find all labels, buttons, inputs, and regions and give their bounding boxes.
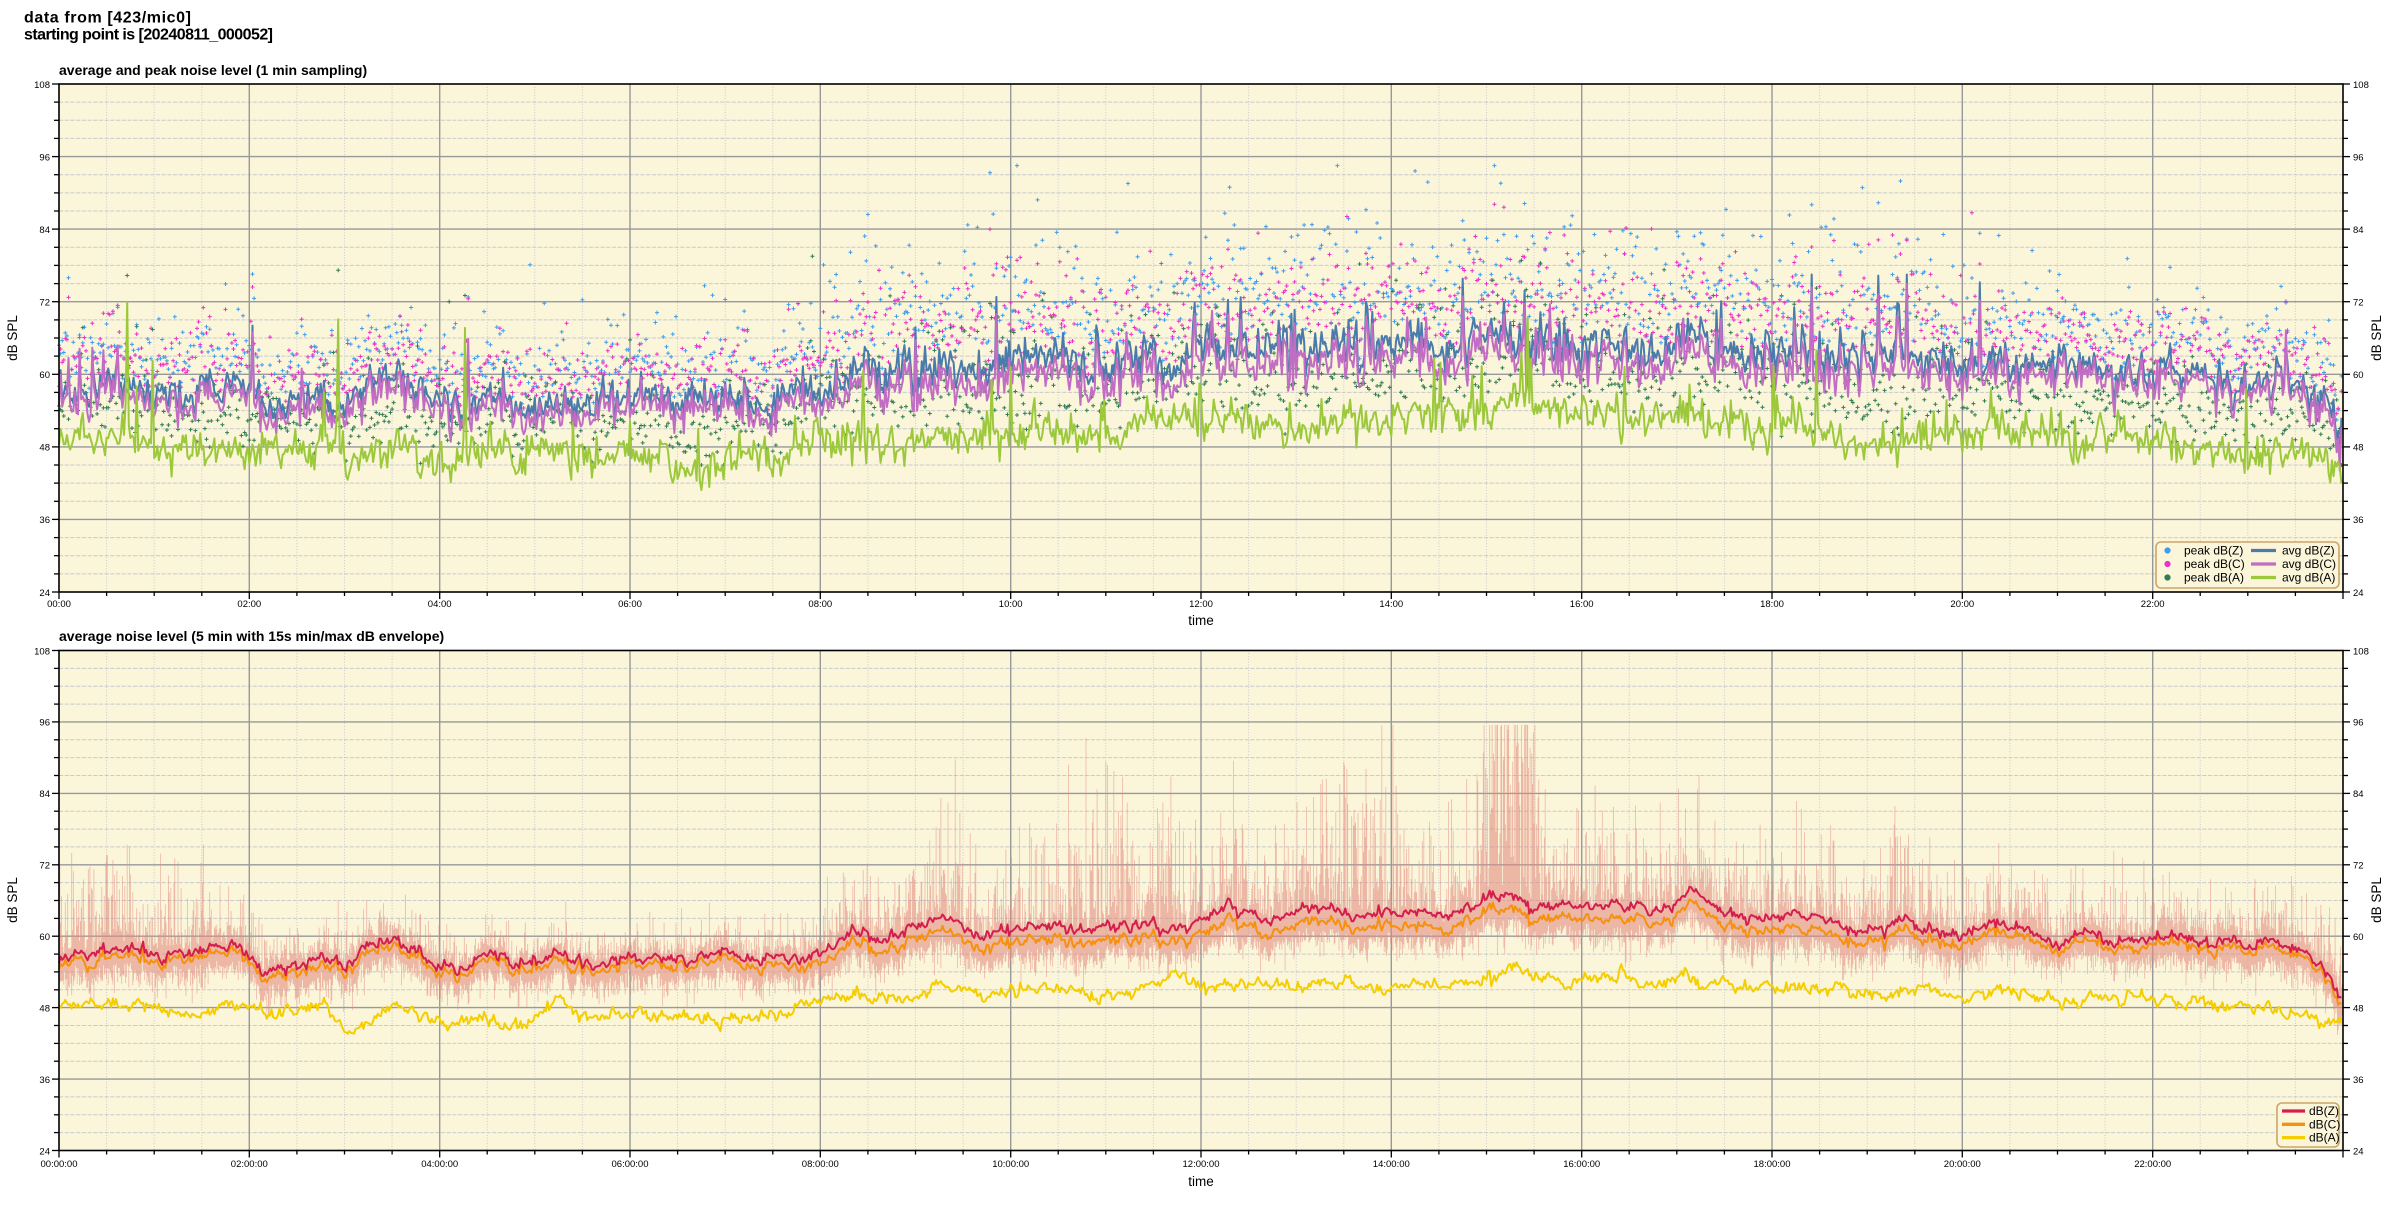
svg-text:starting point is [20240811_00: starting point is [20240811_000052] [24,27,273,44]
svg-text:04:00:00: 04:00:00 [421,1159,458,1170]
svg-text:00:00: 00:00 [47,599,71,610]
svg-text:dB SPL: dB SPL [2369,315,2384,361]
svg-text:02:00: 02:00 [237,599,261,610]
svg-text:24: 24 [39,588,50,599]
svg-text:dB SPL: dB SPL [5,315,20,361]
svg-text:36: 36 [39,515,50,526]
svg-text:peak dB(Z): peak dB(Z) [2184,544,2243,558]
svg-text:24: 24 [2353,588,2364,599]
svg-text:time: time [1188,1174,1214,1189]
svg-text:72: 72 [2353,861,2364,872]
svg-text:average noise level (5 min wit: average noise level (5 min with 15s min/… [59,628,444,644]
svg-text:96: 96 [39,718,50,729]
svg-text:08:00:00: 08:00:00 [802,1159,839,1170]
svg-text:22:00: 22:00 [2141,599,2165,610]
svg-text:72: 72 [39,861,50,872]
svg-text:108: 108 [2353,646,2369,657]
svg-text:dB SPL: dB SPL [5,877,20,923]
svg-text:108: 108 [2353,80,2369,91]
svg-text:06:00:00: 06:00:00 [612,1159,649,1170]
svg-text:16:00: 16:00 [1570,599,1594,610]
svg-text:20:00: 20:00 [1950,599,1974,610]
svg-text:peak dB(A): peak dB(A) [2184,571,2244,585]
svg-text:36: 36 [39,1075,50,1086]
svg-text:avg dB(Z): avg dB(Z) [2282,544,2335,558]
svg-text:02:00:00: 02:00:00 [231,1159,268,1170]
svg-text:36: 36 [2353,1075,2364,1086]
svg-text:72: 72 [2353,298,2364,309]
svg-text:12:00: 12:00 [1189,599,1213,610]
svg-text:60: 60 [2353,932,2364,943]
svg-text:60: 60 [39,932,50,943]
svg-text:12:00:00: 12:00:00 [1183,1159,1220,1170]
svg-text:48: 48 [2353,443,2364,454]
svg-text:10:00:00: 10:00:00 [992,1159,1029,1170]
svg-text:60: 60 [2353,370,2364,381]
svg-text:avg dB(C): avg dB(C) [2282,557,2336,571]
svg-text:dB SPL: dB SPL [2369,877,2384,923]
svg-text:96: 96 [2353,152,2364,163]
svg-text:10:00: 10:00 [999,599,1023,610]
svg-text:dB(C): dB(C) [2309,1117,2340,1131]
svg-text:08:00: 08:00 [808,599,832,610]
svg-text:84: 84 [39,789,50,800]
svg-text:dB(A): dB(A) [2309,1131,2340,1145]
svg-text:108: 108 [34,646,50,657]
svg-text:time: time [1188,613,1214,628]
svg-text:24: 24 [39,1146,50,1157]
svg-text:average and peak noise level (: average and peak noise level (1 min samp… [59,62,367,78]
svg-text:16:00:00: 16:00:00 [1563,1159,1600,1170]
svg-text:20:00:00: 20:00:00 [1944,1159,1981,1170]
svg-text:36: 36 [2353,515,2364,526]
svg-text:96: 96 [2353,718,2364,729]
svg-text:72: 72 [39,298,50,309]
svg-text:06:00: 06:00 [618,599,642,610]
svg-text:24: 24 [2353,1146,2364,1157]
svg-text:14:00: 14:00 [1379,599,1403,610]
svg-text:108: 108 [34,80,50,91]
svg-text:22:00:00: 22:00:00 [2134,1159,2171,1170]
svg-text:14:00:00: 14:00:00 [1373,1159,1410,1170]
svg-text:data from [423/mic0]: data from [423/mic0] [24,10,192,27]
svg-text:96: 96 [39,152,50,163]
svg-text:48: 48 [39,1003,50,1014]
svg-text:84: 84 [2353,225,2364,236]
svg-text:60: 60 [39,370,50,381]
svg-text:avg dB(A): avg dB(A) [2282,571,2335,585]
svg-text:48: 48 [2353,1003,2364,1014]
svg-text:48: 48 [39,443,50,454]
svg-text:18:00:00: 18:00:00 [1754,1159,1791,1170]
svg-text:84: 84 [39,225,50,236]
svg-text:18:00: 18:00 [1760,599,1784,610]
svg-text:00:00:00: 00:00:00 [41,1159,78,1170]
svg-text:dB(Z): dB(Z) [2309,1104,2339,1118]
svg-text:84: 84 [2353,789,2364,800]
svg-text:peak dB(C): peak dB(C) [2184,557,2245,571]
svg-text:04:00: 04:00 [428,599,452,610]
